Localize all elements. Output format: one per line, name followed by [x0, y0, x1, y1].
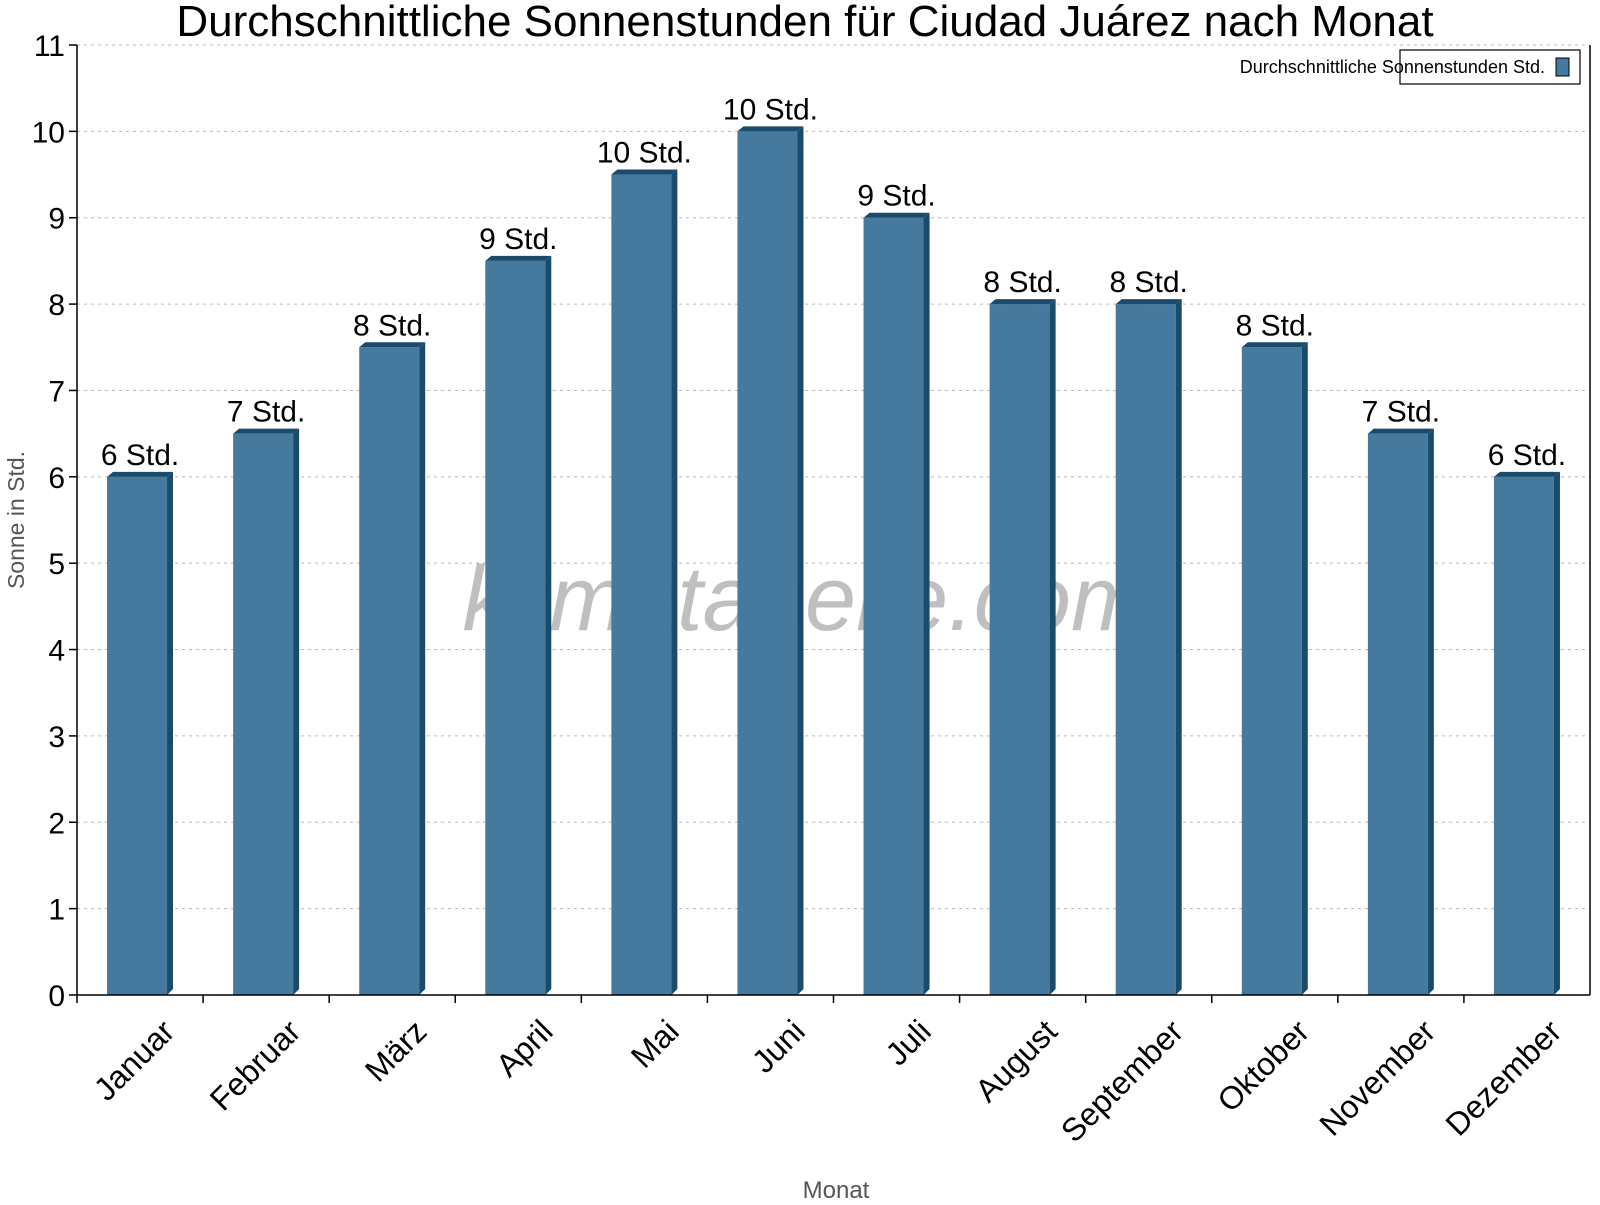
data-label: 9 Std.: [857, 180, 935, 213]
y-tick-label: 2: [48, 807, 65, 840]
legend-box: [1399, 49, 1581, 85]
x-tick-label: Dezember: [1438, 1013, 1568, 1143]
y-tick-label: 10: [32, 116, 65, 149]
bar: [737, 131, 798, 995]
bar-top: [1115, 299, 1182, 305]
y-tick-label: 0: [48, 980, 65, 1013]
bar: [1367, 433, 1428, 995]
y-tick-label: 11: [34, 30, 65, 63]
bar-side: [797, 126, 804, 995]
x-tick-label: September: [1054, 1013, 1190, 1149]
bar-side: [419, 342, 426, 996]
bar-side: [1553, 471, 1560, 995]
data-label: 6 Std.: [101, 439, 179, 472]
bar-side: [293, 428, 300, 995]
data-label: 7 Std.: [1362, 396, 1440, 429]
legend-swatch: [1555, 57, 1570, 77]
bar-side: [1427, 428, 1434, 995]
bar-top: [485, 255, 552, 261]
legend-label: Durchschnittliche Sonnenstunden Std.: [1240, 57, 1545, 77]
y-tick-label: 6: [48, 462, 65, 495]
y-tick-label: 8: [48, 289, 65, 322]
y-tick-label: 9: [48, 203, 65, 236]
bar-side: [1175, 299, 1182, 995]
data-label: 10 Std.: [723, 93, 818, 126]
chart-title: Durchschnittliche Sonnenstunden für Ciud…: [176, 0, 1433, 46]
legend: Durchschnittliche Sonnenstunden Std.: [1240, 49, 1581, 85]
data-label: 8 Std.: [983, 266, 1061, 299]
x-tick-label: Oktober: [1210, 1013, 1316, 1119]
bar-side: [545, 255, 552, 996]
data-label: 9 Std.: [479, 223, 557, 256]
bar-side: [167, 471, 174, 995]
bar: [1241, 347, 1302, 996]
grid-lines: [77, 44, 1590, 910]
y-axis-title: Sonne in Std.: [3, 451, 29, 589]
bar: [989, 304, 1050, 995]
data-label: 6 Std.: [1488, 439, 1566, 472]
bar: [359, 347, 420, 996]
bar-side: [1049, 299, 1056, 995]
bar: [233, 433, 294, 995]
bars: 6 Std. 7 Std. 8 Std. 9 Std. 10 Std. 10 Std. 9 …: [101, 93, 1566, 996]
bar: [1115, 304, 1176, 995]
data-label: 8 Std.: [353, 309, 431, 342]
y-tick-label: 4: [48, 635, 65, 668]
data-label: 8 Std.: [1110, 266, 1188, 299]
x-tick-label: Januar: [87, 1013, 182, 1108]
data-label: 10 Std.: [597, 137, 692, 170]
bar-top: [1493, 471, 1560, 477]
x-tick-label: April: [489, 1013, 560, 1084]
bar-top: [233, 428, 300, 434]
y-tick-label: 5: [48, 548, 65, 581]
bar-top: [611, 169, 678, 175]
data-label: 8 Std.: [1236, 309, 1314, 342]
y-tick-label: 7: [48, 375, 65, 408]
bar: [863, 217, 924, 995]
bar: [1493, 476, 1554, 995]
bar-side: [923, 212, 930, 995]
bar-top: [989, 299, 1056, 305]
bar-side: [671, 169, 678, 995]
data-label: 7 Std.: [227, 396, 305, 429]
x-tick-label: Juni: [745, 1013, 812, 1080]
bar-side: [1301, 342, 1308, 996]
y-tick-label: 1: [48, 894, 65, 927]
x-tick-label: August: [968, 1013, 1064, 1109]
x-axis-title: Monat: [803, 1177, 870, 1200]
bar-top: [737, 126, 804, 132]
bar: [485, 260, 546, 996]
bar-top: [359, 342, 426, 348]
x-tick-label: November: [1312, 1013, 1442, 1143]
x-tick-label: März: [358, 1013, 434, 1089]
x-tick-label: Mai: [624, 1013, 686, 1075]
x-tick-label: Februar: [203, 1013, 308, 1118]
y-tick-label: 3: [48, 721, 65, 754]
bar-top: [107, 471, 174, 477]
bar: [611, 174, 672, 995]
bar-top: [863, 212, 930, 218]
bar: [107, 476, 168, 995]
bar-top: [1241, 342, 1308, 348]
bar-top: [1367, 428, 1434, 434]
x-tick-label: Juli: [878, 1013, 937, 1072]
